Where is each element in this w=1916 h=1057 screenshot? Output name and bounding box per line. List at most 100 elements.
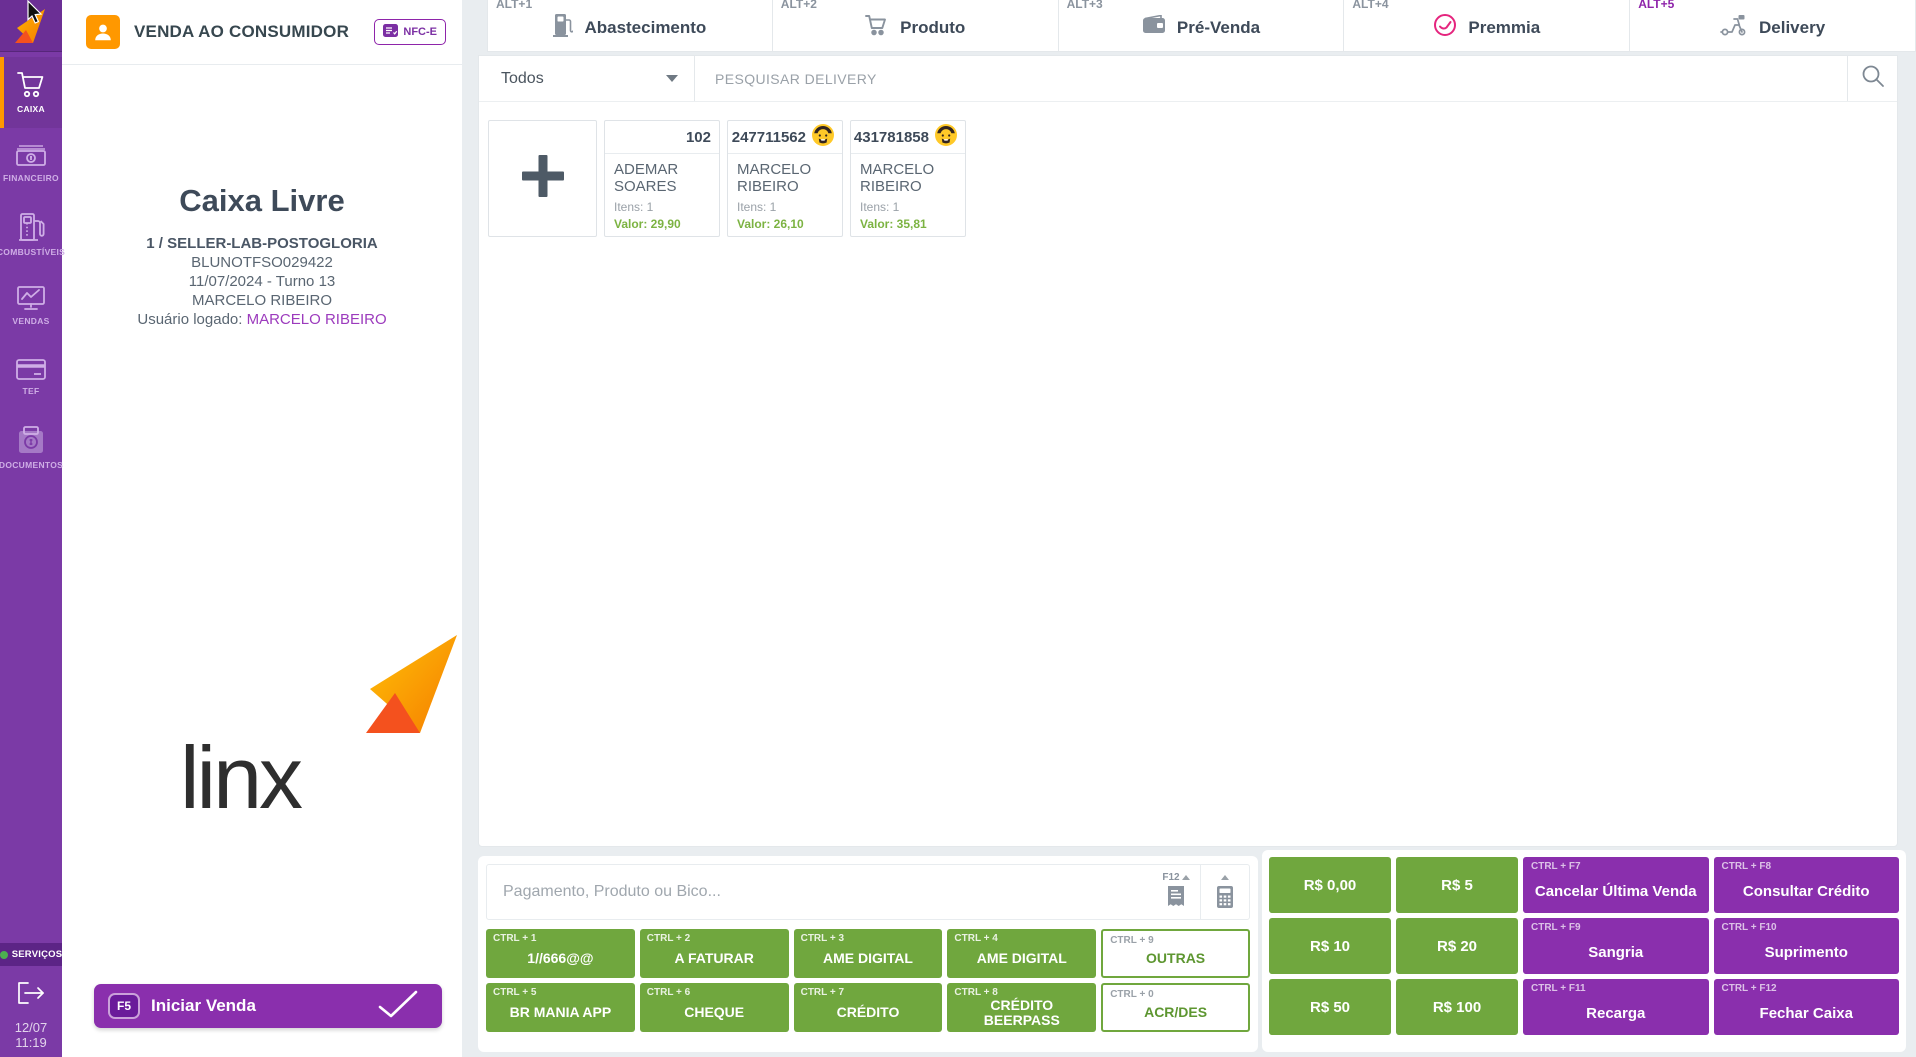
store-line: 1 / SELLER-LAB-POSTOGLORIA	[146, 235, 378, 252]
payment-button-label: CRÉDITO BEERPASS	[983, 996, 1060, 1028]
operator-name: MARCELO RIBEIRO	[191, 292, 333, 309]
caixa-info: Caixa Livre 1 / SELLER-LAB-POSTOGLORIA B…	[62, 183, 462, 329]
order-value: Valor: 29,90	[614, 217, 681, 231]
cash-button[interactable]: R$ 20	[1396, 918, 1518, 974]
sidebar-item-documentos[interactable]: DOCUMENTOS	[0, 412, 63, 483]
nfce-badge[interactable]: NFC-E	[374, 19, 446, 45]
shortcut-badge: CTRL + F7	[1531, 861, 1581, 872]
fuel-pump-icon	[17, 212, 45, 242]
shortcut-badge: CTRL + 4	[954, 933, 998, 944]
sidebar-item-combustiveis[interactable]: COMBUSTÍVEIS	[0, 199, 65, 270]
recarga-button[interactable]: CTRL + F11 Recarga	[1523, 979, 1709, 1035]
cash-button[interactable]: R$ 10	[1269, 918, 1391, 974]
tab-premmia[interactable]: ALT+4 Premmia	[1344, 0, 1631, 52]
tab-label: Delivery	[1759, 17, 1826, 37]
linx-spark-icon[interactable]	[0, 0, 62, 52]
cash-button[interactable]: R$ 50	[1269, 979, 1391, 1035]
sidebar-item-caixa[interactable]: CAIXA	[0, 57, 62, 128]
start-sale-button[interactable]: F5 Iniciar Venda	[94, 984, 442, 1028]
tab-pre-venda[interactable]: ALT+3 Pré-Venda	[1058, 0, 1345, 52]
f12-receipt-button[interactable]: F12	[1152, 865, 1200, 919]
sidebar-nav: CAIXA FINANCEIRO COMBUSTÍVEIS	[0, 52, 65, 483]
sangria-button[interactable]: CTRL + F9 Sangria	[1523, 918, 1709, 974]
shortcut-badge: CTRL + 1	[493, 933, 537, 944]
suprimento-button[interactable]: CTRL + F10 Suprimento	[1713, 918, 1899, 974]
tab-shortcut: ALT+2	[780, 0, 817, 11]
payment-button[interactable]: CTRL + 7 CRÉDITO	[793, 983, 943, 1032]
payment-button[interactable]: CTRL + 5 BR MANIA APP	[486, 983, 635, 1032]
tab-produto[interactable]: ALT+2 Produto	[772, 0, 1059, 52]
search-icon	[1860, 63, 1886, 94]
payment-panel: F12 CTRL + 1 1//666@@ CTRL + 2 A FATURAR C…	[478, 856, 1258, 1052]
delivery-card[interactable]: 431781858 MARCELO RIBEIRO Itens: 1 Valor…	[850, 120, 966, 237]
payment-button[interactable]: CTRL + 0 ACR/DES	[1101, 983, 1250, 1032]
cash-button[interactable]: R$ 0,00	[1269, 857, 1391, 913]
payment-button[interactable]: CTRL + 4 AME DIGITAL	[947, 929, 1097, 978]
shortcut-badge: CTRL + 9	[1110, 935, 1154, 946]
payment-button[interactable]: CTRL + 8 CRÉDITO BEERPASS	[947, 983, 1097, 1032]
payment-button[interactable]: CTRL + 1 1//666@@	[486, 929, 635, 978]
payment-button-label: CHEQUE	[684, 1004, 745, 1020]
order-items: Itens: 1	[860, 200, 900, 214]
date-shift: 11/07/2024 - Turno 13	[188, 273, 336, 290]
delivery-filter-select[interactable]: Todos	[479, 56, 695, 101]
credit-card-icon	[15, 358, 47, 381]
linx-spark-icon	[362, 633, 462, 740]
sidebar-item-vendas[interactable]: VENDAS	[0, 270, 62, 341]
servicos-status[interactable]: SERVIÇOS	[0, 943, 62, 966]
f5-key-badge: F5	[110, 995, 139, 1017]
mode-tabs: ALT+1 Abastecimento ALT+2 Produto ALT+3	[487, 0, 1916, 52]
order-number: 247711562	[731, 128, 806, 146]
sidebar-item-financeiro[interactable]: FINANCEIRO	[0, 128, 62, 199]
document-deposit-icon	[16, 425, 46, 455]
delivery-search-field	[695, 56, 1847, 101]
sidebar-bottom: SERVIÇOS 12/07 11:19	[0, 943, 62, 1057]
payment-button[interactable]: CTRL + 6 CHEQUE	[639, 983, 789, 1032]
caixa-status-title: Caixa Livre	[179, 183, 345, 218]
calculator-button[interactable]	[1201, 865, 1249, 919]
sidebar-item-label: CAIXA	[17, 104, 45, 114]
exit-icon	[16, 980, 46, 1011]
sidebar-item-label: VENDAS	[12, 316, 50, 326]
logged-user: MARCELO RIBEIRO	[246, 311, 387, 328]
nfce-doc-icon	[383, 24, 399, 40]
delivery-card[interactable]: 102 ADEMAR SOARES Itens: 1 Valor: 29,90	[604, 120, 720, 237]
quick-actions-panel: R$ 0,00 R$ 5 CTRL + F7 Cancelar Última Ve…	[1262, 850, 1906, 1052]
consult-credit-button[interactable]: CTRL + F8 Consultar Crédito	[1713, 857, 1899, 913]
caret-up-icon	[1181, 875, 1190, 880]
f12-label: F12	[1162, 872, 1180, 883]
add-delivery-card[interactable]	[488, 120, 597, 237]
linx-logo: linx	[180, 633, 470, 823]
payment-search-input[interactable]	[487, 865, 1152, 919]
monitor-chart-icon	[16, 285, 46, 311]
logged-user-line: Usuário logado: MARCELO RIBEIRO	[62, 310, 462, 329]
tab-delivery[interactable]: ALT+5 Delivery	[1630, 0, 1916, 52]
payment-button[interactable]: CTRL + 3 AME DIGITAL	[793, 929, 943, 978]
wallet-icon	[1142, 14, 1166, 40]
sidebar-item-tef[interactable]: TEF	[0, 341, 62, 412]
cancel-last-sale-button[interactable]: CTRL + F7 Cancelar Última Venda	[1523, 857, 1709, 913]
receipt-icon	[1167, 885, 1185, 913]
tab-shortcut: ALT+5	[1638, 0, 1675, 11]
payment-button[interactable]: CTRL + 9 OUTRAS	[1101, 929, 1250, 978]
payment-button[interactable]: CTRL + 2 A FATURAR	[639, 929, 789, 978]
delivery-search-input[interactable]	[715, 70, 1827, 87]
order-number: 431781858	[853, 128, 929, 146]
payment-button-label: CRÉDITO	[836, 1004, 900, 1020]
search-button[interactable]	[1847, 56, 1897, 101]
logout-button[interactable]	[14, 978, 48, 1012]
sidebar-date: 12/07	[14, 1020, 48, 1035]
logged-label: Usuário logado:	[137, 311, 247, 328]
payment-button-label: ACR/DES	[1144, 1004, 1208, 1020]
action-label: Fechar Caixa	[1759, 1004, 1853, 1022]
cash-button[interactable]: R$ 5	[1396, 857, 1518, 913]
delivery-card[interactable]: 247711562 MARCELO RIBEIRO Itens: 1 Valor…	[727, 120, 843, 237]
cart-icon	[865, 14, 889, 41]
close-register-button[interactable]: CTRL + F12 Fechar Caixa	[1713, 979, 1899, 1035]
cash-button[interactable]: R$ 100	[1396, 979, 1518, 1035]
courier-avatar-icon	[812, 123, 834, 151]
payment-button-label: BR MANIA APP	[509, 1004, 612, 1020]
tab-abastecimento[interactable]: ALT+1 Abastecimento	[487, 0, 773, 52]
caret-up-icon	[1221, 875, 1229, 880]
